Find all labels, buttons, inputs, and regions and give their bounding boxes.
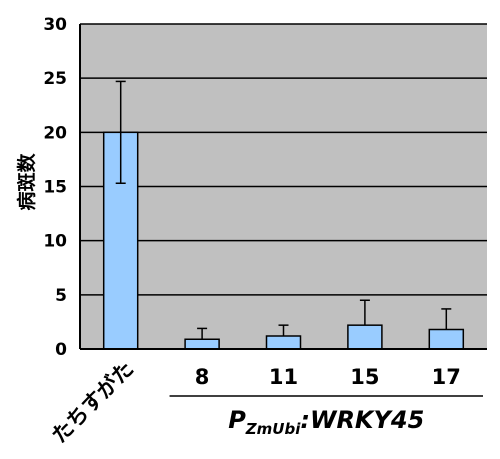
axes bbox=[79, 24, 487, 350]
group-label: PZmUbi:WRKY45 bbox=[228, 406, 424, 438]
y-tick-label: 5 bbox=[55, 286, 67, 306]
group-label-prefix: P bbox=[228, 406, 246, 434]
x-tick-label: 8 bbox=[195, 365, 210, 389]
y-tick-label: 0 bbox=[55, 340, 67, 360]
y-axis-label: 病斑数 bbox=[15, 153, 38, 211]
x-tick-label: 15 bbox=[350, 365, 379, 389]
y-tick-label: 20 bbox=[43, 123, 67, 143]
y-tick-label: 15 bbox=[43, 178, 67, 198]
y-tick-label: 10 bbox=[43, 232, 67, 252]
bar bbox=[265, 335, 302, 350]
x-tick-label: 11 bbox=[269, 365, 298, 389]
y-tick-label: 25 bbox=[43, 69, 67, 89]
gridlines bbox=[80, 23, 487, 296]
bar bbox=[428, 328, 465, 350]
group-label-suffix: :WRKY45 bbox=[300, 406, 424, 434]
x-tick-label: 17 bbox=[432, 365, 461, 389]
group-label-subscript: ZmUbi bbox=[245, 420, 301, 438]
x-tick-label: たちすがた bbox=[47, 357, 138, 448]
y-tick-label: 30 bbox=[43, 15, 67, 35]
error-bars bbox=[115, 80, 452, 340]
y-tick-labels: 0 5 10 15 20 25 30 bbox=[43, 15, 67, 360]
bar bbox=[347, 324, 383, 350]
bar bbox=[184, 338, 220, 350]
